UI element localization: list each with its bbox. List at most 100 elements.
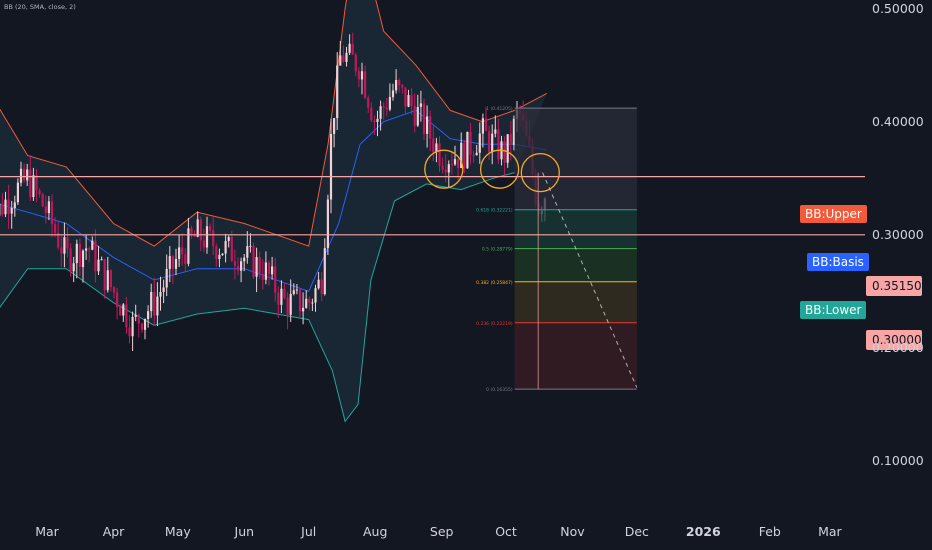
candle-body [509, 134, 512, 145]
candle-body [506, 134, 509, 163]
candle-body [339, 55, 342, 66]
candle-body [181, 247, 184, 255]
fib-level-label: 1 (0.41205) [486, 106, 513, 112]
candle-body [305, 298, 308, 308]
candle-body [137, 314, 140, 324]
bb-upper-label: BB:Upper [800, 205, 867, 223]
candle-body [221, 253, 224, 255]
candle-body [367, 97, 370, 108]
indicator-legend[interactable]: BB (20, SMA, close, 2) [4, 3, 76, 11]
candle-body [463, 142, 466, 169]
candle-body [472, 154, 475, 156]
candle-body [50, 201, 54, 225]
candle-body [426, 116, 429, 134]
candle-body [429, 116, 432, 139]
highlight-circle[interactable] [520, 152, 560, 193]
candle-body [302, 307, 305, 312]
candle-body [357, 71, 360, 80]
marked-circles[interactable] [424, 149, 560, 193]
candle-body [379, 106, 382, 119]
candle-body [407, 95, 410, 107]
candle-body [364, 71, 367, 98]
x-tick-label: Oct [495, 524, 517, 539]
candle-body [29, 169, 32, 198]
candle-body [72, 263, 75, 272]
candle-body [243, 257, 246, 262]
candle-body [60, 247, 63, 254]
candle-body [162, 287, 165, 292]
y-tick-label: 0.30000 [872, 226, 924, 242]
candle-body [314, 288, 317, 303]
candle-body [382, 106, 385, 108]
bb-lower-label: BB:Lower [800, 301, 867, 319]
candle-body [112, 287, 116, 293]
candle-body [298, 289, 302, 312]
candle-body [13, 202, 16, 208]
candle-body [35, 175, 38, 191]
highlight-circle[interactable] [479, 149, 520, 189]
candle-body [85, 248, 88, 251]
candle-body [395, 80, 398, 91]
candle-body [81, 250, 85, 267]
candle-body [150, 292, 153, 312]
price-tag-upper-line: 0.35150 [866, 276, 922, 296]
candle-body [447, 164, 450, 173]
candle-body [69, 248, 72, 272]
candle-body [94, 240, 97, 272]
candle-body [277, 292, 280, 305]
candle-body [236, 265, 240, 271]
candle-body [466, 131, 469, 169]
highlight-circle[interactable] [424, 149, 464, 189]
candle-body [140, 323, 143, 330]
candle-body [469, 131, 472, 155]
candle-body [478, 133, 481, 153]
fib-level-label: 0.236 (0.22219) [476, 321, 513, 327]
candle-body [196, 219, 199, 237]
candle-body [153, 292, 156, 316]
x-tick-label: Mar [35, 524, 59, 539]
candle-body [289, 294, 292, 315]
candle-body [178, 247, 181, 259]
candle-body [264, 262, 267, 280]
candle-body [484, 118, 488, 131]
candle-body [419, 103, 422, 107]
candle-body [103, 259, 106, 291]
candle-body [336, 65, 339, 119]
fib-zone [514, 108, 637, 210]
candle-body [91, 240, 94, 250]
candle-body [271, 266, 274, 275]
candle-body [261, 274, 264, 280]
candle-body [199, 219, 202, 241]
bb-basis-label: BB:Basis [807, 253, 869, 271]
fib-zone [514, 322, 637, 390]
candle-body [212, 230, 215, 247]
projection-line[interactable] [542, 172, 638, 388]
candle-body [376, 118, 379, 122]
candle-body [240, 261, 243, 271]
candle-body [323, 248, 326, 294]
fib-zone [514, 209, 637, 249]
candle-body [292, 290, 295, 294]
candle-body [233, 261, 236, 266]
candle-body [134, 314, 137, 317]
candle-body [193, 235, 196, 237]
candle-body [7, 199, 10, 214]
candle-body [57, 232, 60, 248]
fibonacci-retracement[interactable]: 1 (0.41205) 0.618 (0.32221) 0.5 (0.28779) 0… [476, 106, 637, 393]
horizontal-lines[interactable] [0, 176, 865, 236]
candle-body [512, 118, 515, 145]
candle-body [125, 304, 128, 328]
x-tick-label: Feb [758, 524, 781, 539]
candle-body [342, 55, 345, 62]
projection-dashed-line[interactable] [542, 172, 638, 388]
candle-body [385, 107, 388, 110]
candle-body [398, 80, 401, 85]
candle-body [258, 257, 261, 274]
candle-body [44, 206, 47, 214]
candle-body [171, 256, 174, 269]
candle-body [184, 254, 187, 264]
candle-body [159, 292, 162, 297]
x-tick-label: May [164, 524, 191, 539]
